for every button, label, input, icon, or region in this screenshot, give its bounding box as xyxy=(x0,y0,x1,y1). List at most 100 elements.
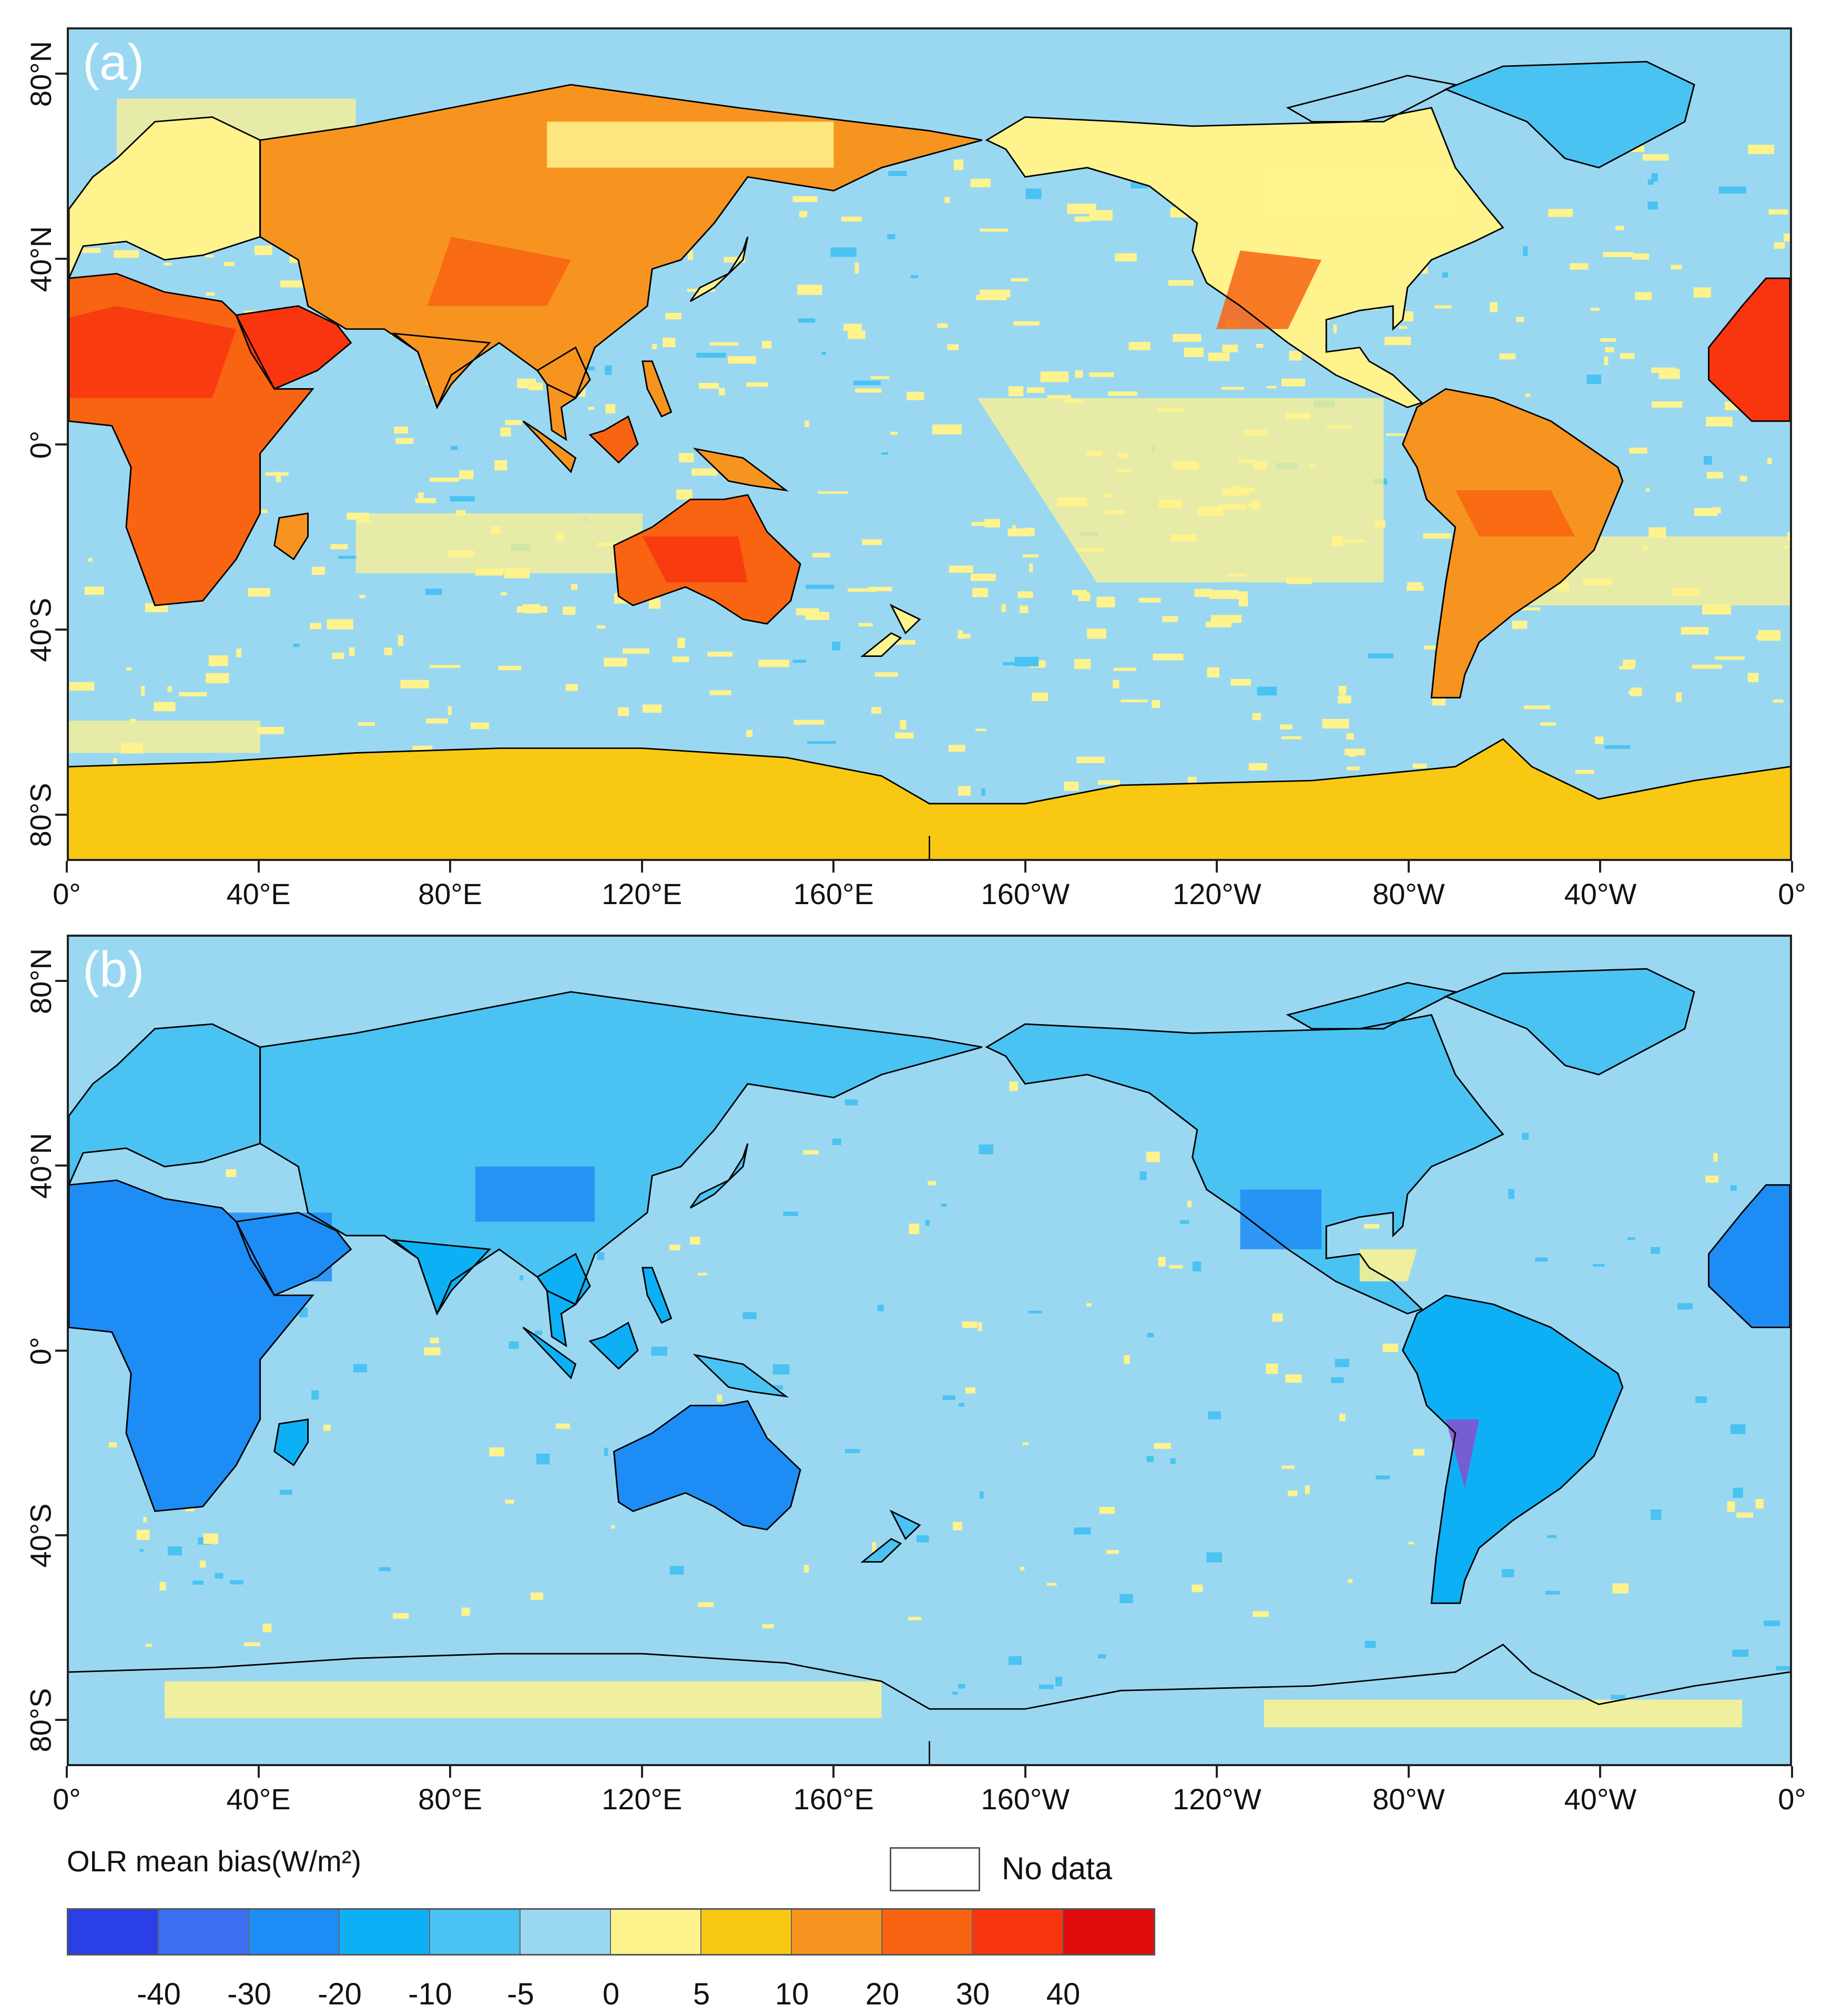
ocean-bias-patch xyxy=(1230,678,1251,686)
land-bias-region xyxy=(427,237,571,306)
ocean-bias-patch xyxy=(1040,371,1068,382)
ocean-bias-patch xyxy=(395,438,414,444)
ocean-bias-patch xyxy=(1619,666,1635,670)
ocean-bias-patch xyxy=(874,672,898,677)
ocean-bias-patch xyxy=(1158,1257,1166,1267)
ocean-bias-patch xyxy=(205,255,214,258)
ocean-bias-patch xyxy=(1108,391,1137,396)
ocean-bias-patch xyxy=(108,1442,117,1447)
ocean-bias-patch xyxy=(257,726,284,734)
ocean-bias-patch xyxy=(88,558,93,562)
ocean-bias-patch xyxy=(972,587,988,597)
ocean-bias-patch xyxy=(1096,596,1115,607)
lon-tick-label: 40°E xyxy=(226,1782,291,1816)
ocean-bias-patch xyxy=(1763,1620,1780,1626)
lon-tick-mark xyxy=(832,1766,835,1778)
ocean-bias-patch xyxy=(1208,352,1230,361)
ocean-bias-patch xyxy=(1039,1684,1054,1689)
ocean-bias-patch xyxy=(1169,1265,1183,1269)
ocean-bias-patch xyxy=(844,1449,860,1453)
ocean-bias-patch xyxy=(597,1252,605,1261)
coastline-india xyxy=(391,1239,491,1316)
ocean-bias-patch xyxy=(1773,699,1784,703)
ocean-bias-patch xyxy=(1192,1261,1202,1272)
landmass-sumatra xyxy=(523,1327,576,1379)
ocean-bias-patch xyxy=(1187,1200,1192,1208)
ocean-bias-patch xyxy=(1257,686,1277,696)
ocean-bias-patch xyxy=(611,1525,615,1529)
ocean-bias-patch xyxy=(262,1623,272,1633)
ocean-bias-patch xyxy=(1152,700,1161,708)
ocean-bias-patch xyxy=(358,722,375,726)
ocean-bias-patch xyxy=(1253,1611,1269,1617)
ocean-bias-patch xyxy=(1331,1377,1344,1383)
ocean-bias-patch xyxy=(1612,1583,1629,1594)
ocean-bias-patch xyxy=(1335,1359,1349,1367)
colorbar-swatch xyxy=(973,1910,1063,1954)
coastline-newGuinea xyxy=(693,1354,789,1398)
ocean-bias-patch xyxy=(1124,1355,1130,1364)
coastline-greenland xyxy=(1443,968,1695,1076)
landmass-nzSouth xyxy=(862,1538,901,1562)
ocean-bias-patch xyxy=(762,1624,774,1629)
ocean-bias-patch xyxy=(858,623,873,627)
ocean-bias-patch xyxy=(179,692,207,696)
ocean-bias-patch xyxy=(1139,1171,1147,1180)
land-bias-region xyxy=(69,306,237,398)
ocean-bias-patch xyxy=(900,720,907,730)
ocean-bias-patch xyxy=(1009,1656,1022,1665)
ocean-bias-patch xyxy=(536,1453,550,1465)
ocean-bias-patch xyxy=(531,1592,544,1600)
ocean-bias-patch xyxy=(501,592,507,596)
ocean-bias-patch xyxy=(958,786,971,796)
land-bias-region xyxy=(260,789,882,822)
ocean-bias-patch xyxy=(651,1346,668,1356)
ocean-bias-patch xyxy=(1289,351,1302,361)
ocean-bias-patch xyxy=(1076,756,1105,764)
ocean-bias-patch xyxy=(803,1565,809,1573)
ocean-bias-patch xyxy=(1706,472,1724,479)
ocean-bias-patch xyxy=(1013,321,1040,326)
coastlines-b xyxy=(69,968,1790,1764)
ocean-bias-patch xyxy=(1605,347,1614,352)
ocean-bias-patch xyxy=(1651,401,1683,408)
ocean-bias-patch xyxy=(1089,372,1114,377)
coastline-southAm xyxy=(1401,1294,1624,1604)
ocean-bias-patch xyxy=(805,612,830,620)
landmass-borneo xyxy=(590,1322,638,1369)
ocean-bias-patch xyxy=(1022,1442,1029,1445)
coastline-africaWrap xyxy=(1708,1184,1790,1329)
ocean-bias-patch xyxy=(1516,317,1524,322)
ocean-bias-patch xyxy=(888,171,907,176)
lon-tick-label: 40°E xyxy=(226,877,291,910)
ocean-bias-patch xyxy=(1067,204,1096,214)
coastline-seAsiaPen xyxy=(536,346,591,441)
ocean-bias-patch xyxy=(1423,533,1451,539)
lat-tick-label: 0° xyxy=(24,1336,57,1365)
ocean-bias-patch xyxy=(958,1684,965,1689)
ocean-bias-patch xyxy=(830,247,857,257)
ocean-bias-patch xyxy=(349,647,355,656)
lon-tick-label: 80°W xyxy=(1372,1782,1445,1816)
ocean-bias-patch xyxy=(1120,1594,1133,1604)
ocean-bias-patch xyxy=(907,391,924,400)
ocean-bias-patch xyxy=(500,427,511,437)
ocean-bias-patch xyxy=(1194,589,1212,597)
ocean-bias-patch xyxy=(1285,1374,1302,1383)
panel-label-a: (a) xyxy=(83,34,145,90)
ocean-bias-patch xyxy=(821,352,826,355)
ocean-bias-patch xyxy=(167,686,172,692)
landmass-greenland xyxy=(1446,62,1695,168)
landmass-madagascar xyxy=(274,1419,308,1465)
colorbar-tick-label: 40 xyxy=(1046,1977,1081,2011)
ocean-bias-region xyxy=(69,721,260,753)
colorbar-swatch xyxy=(249,1910,340,1954)
ocean-bias-patch xyxy=(1281,378,1305,387)
ocean-bias-patch xyxy=(605,365,612,375)
ocean-bias-patch xyxy=(1627,1237,1635,1240)
coastline-europe xyxy=(69,116,261,279)
ocean-bias-patch xyxy=(141,686,145,696)
ocean-bias-patch xyxy=(1522,1132,1529,1140)
ocean-bias-patch xyxy=(192,1581,203,1585)
ocean-bias-patch xyxy=(890,431,898,435)
